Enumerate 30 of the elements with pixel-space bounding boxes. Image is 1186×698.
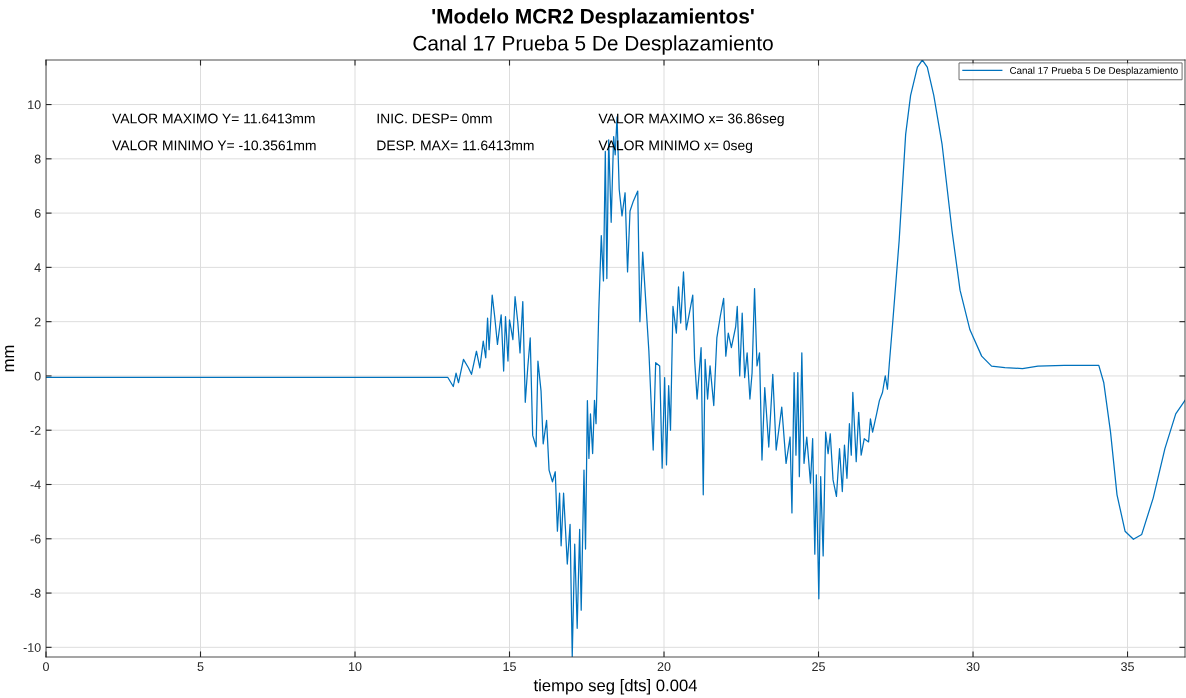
annotation: VALOR MINIMO Y= -10.3561mm (112, 140, 316, 151)
annotation: DESP. MAX= 11.6413mm (377, 140, 534, 151)
y-tick-label: 10 (28, 100, 41, 110)
x-tick-label: 20 (657, 662, 671, 672)
legend-label: Canal 17 Prueba 5 De Desplazamiento (1010, 66, 1178, 76)
x-tick-label: 30 (966, 662, 980, 672)
x-tick-label: 35 (1121, 662, 1134, 672)
annotation: VALOR MAXIMO x= 36.86seg (598, 113, 784, 127)
x-tick-label: 25 (812, 662, 825, 672)
y-tick-label: -10 (23, 643, 41, 652)
y-tick-label: 8 (34, 154, 41, 164)
y-tick-label: -6 (30, 534, 41, 544)
annotation: INIC. DESP= 0mm (377, 113, 492, 124)
chart-title: 'Modelo MCR2 Desplazamientos' (432, 8, 754, 28)
line-series (46, 60, 1185, 657)
x-tick-label: 5 (197, 662, 204, 672)
y-tick-label: 4 (34, 263, 41, 272)
x-tick-label: 10 (349, 662, 362, 672)
x-axis-title: tiempo seg [dts] 0.004 (533, 679, 698, 695)
y-axis-title: mm (5, 345, 15, 372)
x-tick-label: 15 (503, 662, 516, 672)
chart-subtitle: Canal 17 Prueba 5 De Desplazamiento (413, 35, 773, 55)
annotation: VALOR MAXIMO Y= 11.6413mm (112, 113, 315, 124)
x-tick-label: 0 (43, 662, 49, 672)
y-tick-label: 2 (34, 317, 41, 327)
y-tick-label: -2 (30, 426, 41, 435)
y-tick-label: 0 (34, 371, 41, 381)
y-tick-label: -8 (30, 588, 41, 598)
y-tick-label: -4 (30, 480, 41, 490)
y-tick-label: 6 (34, 208, 41, 218)
